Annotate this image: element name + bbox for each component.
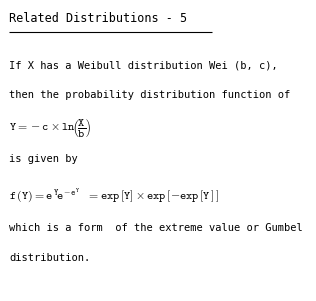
Text: then the probability distribution function of: then the probability distribution functi… [9,90,291,100]
Text: is given by: is given by [9,154,78,163]
Text: distribution.: distribution. [9,253,91,263]
Text: Related Distributions - 5: Related Distributions - 5 [9,12,188,25]
Text: $\mathtt{f\,(Y) = e^{\,Y}\!e^{-e^{\,Y}}\ \ = exp\,[Y] \times exp\,[-exp\,[Y\,]\,: $\mathtt{f\,(Y) = e^{\,Y}\!e^{-e^{\,Y}}\… [9,187,220,205]
Text: If X has a Weibull distribution Wei (b, c),: If X has a Weibull distribution Wei (b, … [9,60,278,70]
Text: which is a form  of the extreme value or Gumbel: which is a form of the extreme value or … [9,223,303,233]
Text: $\mathtt{Y = -c \times ln\!\left(\dfrac{X}{b}\right)}$: $\mathtt{Y = -c \times ln\!\left(\dfrac{… [9,117,92,139]
